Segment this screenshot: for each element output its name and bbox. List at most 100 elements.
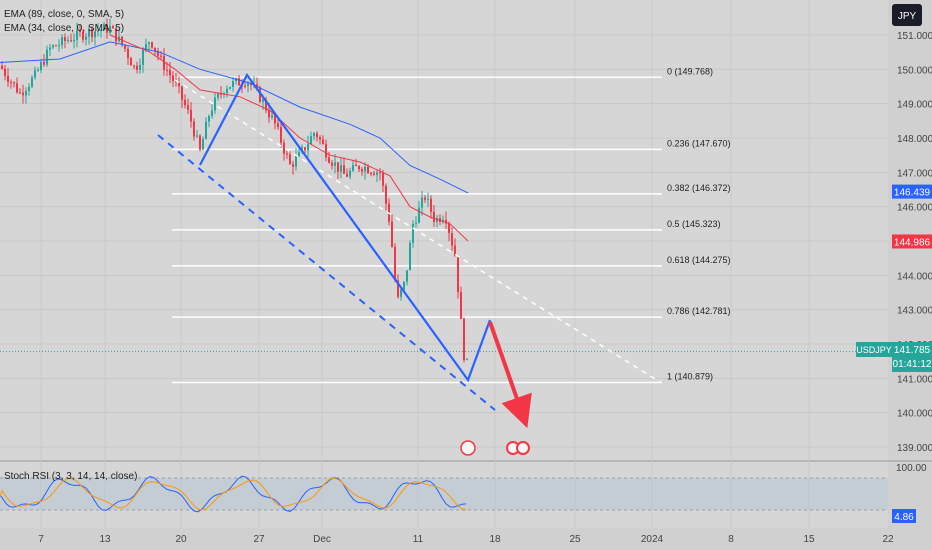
zigzag-pattern[interactable]	[199, 72, 492, 383]
time-tick-label: 11	[413, 534, 424, 545]
candle-body	[352, 164, 354, 171]
candle-body	[64, 37, 66, 42]
ema-89-legend[interactable]: EMA (89, close, 0, SMA, 5)	[4, 9, 124, 20]
bearish-projection-arrow[interactable]	[488, 321, 532, 429]
candle-body	[109, 26, 111, 33]
candle-body	[346, 173, 348, 177]
candle-body	[289, 154, 291, 165]
candle-body	[136, 65, 138, 70]
candle-body	[445, 219, 447, 224]
time-tick-label: 15	[803, 534, 815, 545]
candle-body	[202, 139, 204, 150]
time-tick-label: 8	[728, 534, 734, 545]
candle-body	[304, 147, 306, 151]
candle-body	[367, 166, 369, 174]
ema-89-line[interactable]	[0, 41, 469, 194]
candle-body	[298, 151, 300, 157]
stoch-k-line[interactable]	[0, 475, 467, 513]
candle-body	[187, 105, 189, 110]
candle-body	[22, 92, 24, 96]
time-tick-label: 7	[38, 534, 44, 545]
candle-body	[70, 40, 72, 42]
candle-body	[463, 318, 465, 361]
price-tick-label: 146.000	[897, 203, 932, 214]
candle-body	[205, 121, 207, 140]
candle-body	[328, 157, 330, 163]
time-tick-label: Dec	[313, 534, 331, 545]
price-tick-label: 151.000	[897, 31, 932, 42]
fib-level-label: 1 (140.879)	[667, 371, 713, 381]
candle-body	[34, 70, 36, 78]
candle-body	[178, 81, 180, 87]
candle-body	[385, 185, 387, 204]
candle-body	[436, 217, 438, 222]
currency-button[interactable]	[892, 4, 922, 26]
candle-body	[403, 281, 405, 290]
candle-body	[376, 172, 378, 175]
candle-body	[142, 49, 144, 65]
stoch-d-line[interactable]	[0, 477, 467, 511]
candle-body	[61, 37, 63, 46]
candle-body	[391, 221, 393, 247]
candle-body	[349, 170, 351, 177]
candle-body	[283, 142, 285, 154]
ema-34-legend[interactable]: EMA (34, close, 0, SMA, 5)	[4, 23, 124, 34]
candle-body	[379, 172, 381, 174]
candle-body	[313, 133, 315, 137]
candle-body	[112, 26, 114, 29]
candle-body	[193, 121, 195, 137]
candle-body	[130, 58, 132, 66]
candle-body	[394, 246, 396, 281]
candle-body	[76, 30, 78, 40]
candle-body	[79, 30, 81, 33]
candle-body	[448, 223, 450, 234]
candle-body	[265, 99, 267, 111]
candle-body	[409, 243, 411, 271]
price-tick-label: 140.000	[897, 409, 932, 420]
stoch-legend[interactable]: Stoch RSI (3, 3, 14, 14, close)	[4, 471, 137, 482]
event-icons[interactable]	[460, 440, 530, 456]
candle-body	[406, 270, 408, 282]
candle-body	[97, 30, 99, 32]
candle-body	[229, 86, 231, 89]
candle-body	[418, 207, 420, 223]
price-scale[interactable]	[888, 0, 932, 550]
candle-body	[28, 86, 30, 92]
time-scale[interactable]	[0, 528, 888, 550]
candle-body	[295, 156, 297, 167]
candle-body	[169, 70, 171, 76]
ema-34-line[interactable]	[109, 34, 469, 242]
price-tag[interactable]: USDJPY 141.785 01:41:12	[856, 342, 932, 372]
candle-body	[340, 165, 342, 172]
price-countdown: 01:41:12	[893, 359, 932, 370]
candle-body	[220, 93, 222, 95]
candle-body	[49, 47, 51, 50]
time-tick-label: 18	[489, 534, 501, 545]
candle-body	[100, 30, 102, 32]
event-icon[interactable]	[516, 441, 530, 455]
us-flag-icon[interactable]	[460, 440, 476, 456]
ema-marker-label: 146.439	[894, 188, 931, 199]
candle-body	[10, 81, 12, 83]
price-badge	[892, 342, 932, 372]
candle-body	[13, 82, 15, 84]
candle-body	[199, 135, 201, 150]
candle-body	[343, 165, 345, 174]
candle-body	[415, 222, 417, 224]
candle-body	[157, 51, 159, 56]
candle-body	[244, 85, 246, 87]
candle-body	[364, 166, 366, 172]
candle-body	[358, 166, 360, 170]
time-tick-label: 22	[882, 534, 894, 545]
candle-body	[1, 65, 3, 69]
candle-body	[172, 75, 174, 81]
candlesticks[interactable]	[1, 18, 468, 363]
candle-body	[247, 82, 249, 86]
candle-body	[181, 86, 183, 100]
fib-retracement[interactable]: 0 (149.768) 0.236 (147.670) 0.382 (146.372…	[172, 66, 731, 384]
candle-body	[400, 289, 402, 297]
candle-body	[88, 29, 90, 37]
candle-body	[151, 42, 153, 48]
price-tick-label: 147.000	[897, 168, 932, 179]
